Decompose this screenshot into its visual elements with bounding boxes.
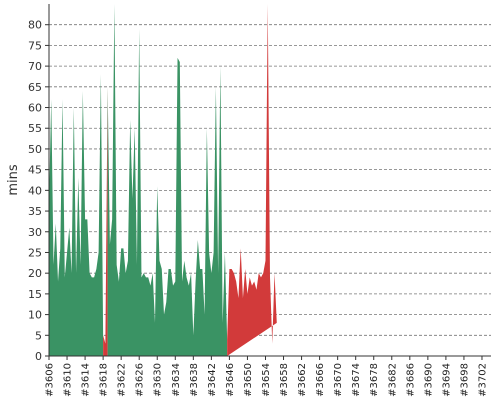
y-tick-label: 40 xyxy=(28,184,42,197)
x-tick-label: #3630 xyxy=(153,363,164,397)
y-tick-label: 35 xyxy=(28,205,42,218)
x-tick-label: #3670 xyxy=(333,363,344,397)
y-tick-label: 65 xyxy=(28,81,42,94)
x-tick-label: #3614 xyxy=(81,363,92,397)
x-tick-label: #3654 xyxy=(261,363,272,397)
x-tick-label: #3658 xyxy=(279,363,290,397)
y-axis-title: mins xyxy=(6,164,21,196)
x-tick-label: #3642 xyxy=(207,363,218,397)
axes xyxy=(48,4,491,357)
x-tick-label: #3634 xyxy=(171,363,182,397)
x-tick-label: #3678 xyxy=(369,363,380,397)
x-tick-label: #3682 xyxy=(387,363,398,397)
y-tick-label: 80 xyxy=(28,19,42,32)
x-tick-label: #3698 xyxy=(459,363,470,397)
x-tick-label: #3650 xyxy=(243,363,254,397)
x-tick-label: #3622 xyxy=(117,363,128,397)
x-tick-label: #3626 xyxy=(135,363,146,397)
data-area xyxy=(49,4,277,357)
x-tick-label: #3702 xyxy=(477,363,488,397)
y-tick-label: 50 xyxy=(28,143,42,156)
y-tick-label: 15 xyxy=(28,288,42,301)
y-tick-label: 30 xyxy=(28,226,42,239)
x-tick-label: #3646 xyxy=(225,363,236,397)
y-tick-label: 0 xyxy=(35,350,42,363)
x-tick-label: #3690 xyxy=(423,363,434,397)
y-tick-label: 10 xyxy=(28,309,42,322)
y-tick-labels: 0 5 10 15 20 25 30 35 40 45 50 55 60 65 70 75 80 xyxy=(28,19,49,363)
x-tick-label: #3686 xyxy=(405,363,416,397)
x-tick-label: #3638 xyxy=(189,363,200,397)
y-tick-label: 5 xyxy=(35,329,42,342)
y-tick-label: 45 xyxy=(28,164,42,177)
area-segment-pass xyxy=(49,74,104,357)
x-tick-label: #3694 xyxy=(441,363,452,397)
x-tick-label: #3662 xyxy=(297,363,308,397)
x-tick-label: #3674 xyxy=(351,363,362,397)
area-segment-fail xyxy=(103,86,108,356)
y-tick-label: 55 xyxy=(28,122,42,135)
x-tick-label: #3610 xyxy=(63,363,74,397)
area-segment-pass xyxy=(107,4,228,356)
x-tick-label: #3618 xyxy=(99,363,110,397)
y-tick-label: 25 xyxy=(28,246,42,259)
x-tick-label: #3606 xyxy=(45,363,56,397)
x-tick-label: #3666 xyxy=(315,363,326,397)
y-tick-label: 70 xyxy=(28,60,42,73)
y-tick-label: 20 xyxy=(28,267,42,280)
x-tick-labels: #3606 #3610 #3614 #3618 #3622 #3626 #3630 #3634… xyxy=(45,356,488,397)
y-tick-label: 75 xyxy=(28,39,42,52)
y-tick-label: 60 xyxy=(28,102,42,115)
area-segment-fail xyxy=(227,4,277,356)
